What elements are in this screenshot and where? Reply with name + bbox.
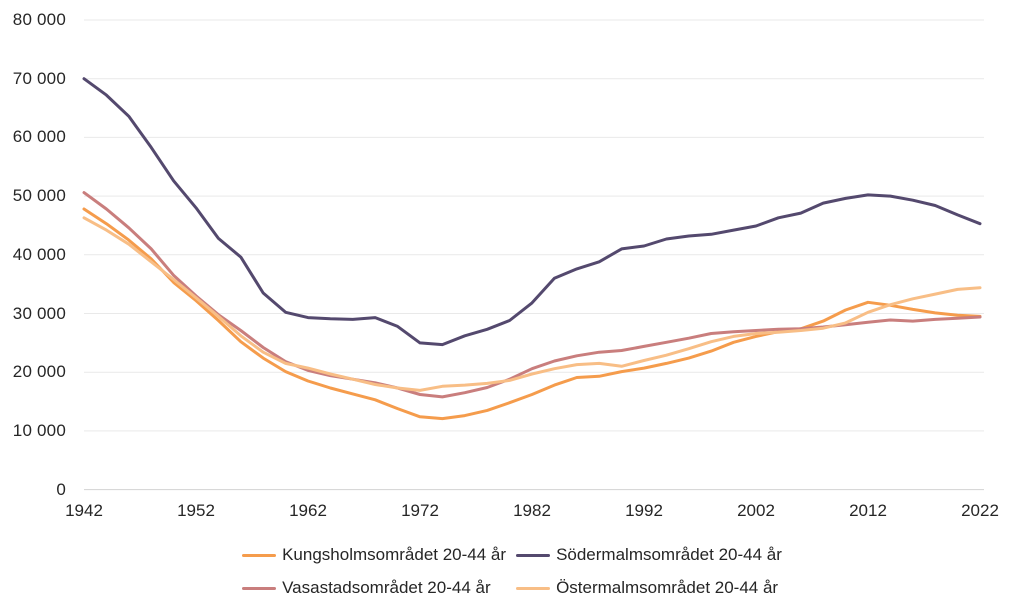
- legend-swatch-icon: [516, 553, 551, 557]
- series-line-3: [82, 216, 982, 392]
- y-tick-label: 80 000: [12, 10, 66, 29]
- legend-label: Södermalmsområdet 20-44 år: [556, 545, 782, 564]
- y-tick-label: 40 000: [12, 244, 66, 264]
- x-tick-label: 2002: [737, 501, 775, 520]
- x-tick-label: 2012: [849, 501, 887, 520]
- legend-item-2: Vasastadsområdet 20-44 år: [242, 578, 506, 598]
- legend-swatch-icon: [516, 586, 551, 590]
- legend-item-1: Södermalmsområdet 20-44 år: [516, 545, 782, 565]
- legend-item-3: Östermalmsområdet 20-44 år: [516, 578, 782, 598]
- y-tick-label: 50 000: [12, 186, 66, 206]
- x-tick-label: 1962: [289, 501, 327, 520]
- legend-item-0: Kungsholmsområdet 20-44 år: [242, 545, 506, 565]
- x-tick-label: 1982: [513, 501, 551, 520]
- y-tick-label: 0: [56, 479, 66, 499]
- legend-label: Vasastadsområdet 20-44 år: [282, 578, 491, 597]
- y-tick-label: 30 000: [12, 303, 66, 323]
- x-tick-label: 2022: [961, 501, 999, 520]
- series-line-2: [82, 191, 982, 399]
- x-tick-label: 1942: [65, 501, 103, 520]
- y-tick-label: 10 000: [12, 420, 66, 440]
- y-tick-label: 60 000: [12, 127, 66, 147]
- series-line-1: [82, 77, 982, 347]
- legend-label: Kungsholmsområdet 20-44 år: [282, 545, 507, 564]
- legend-label: Östermalmsområdet 20-44 år: [556, 578, 779, 597]
- legend-swatch-icon: [242, 586, 277, 590]
- chart-legend: Kungsholmsområdet 20-44 år Södermalmsområ…: [0, 545, 1024, 598]
- legend-swatch-icon: [242, 553, 277, 557]
- y-tick-label: 70 000: [12, 68, 66, 88]
- x-tick-label: 1992: [625, 501, 663, 520]
- x-tick-label: 1972: [401, 501, 439, 520]
- x-tick-label: 1952: [177, 501, 215, 520]
- series-line-0: [82, 207, 982, 421]
- y-tick-label: 20 000: [12, 362, 66, 382]
